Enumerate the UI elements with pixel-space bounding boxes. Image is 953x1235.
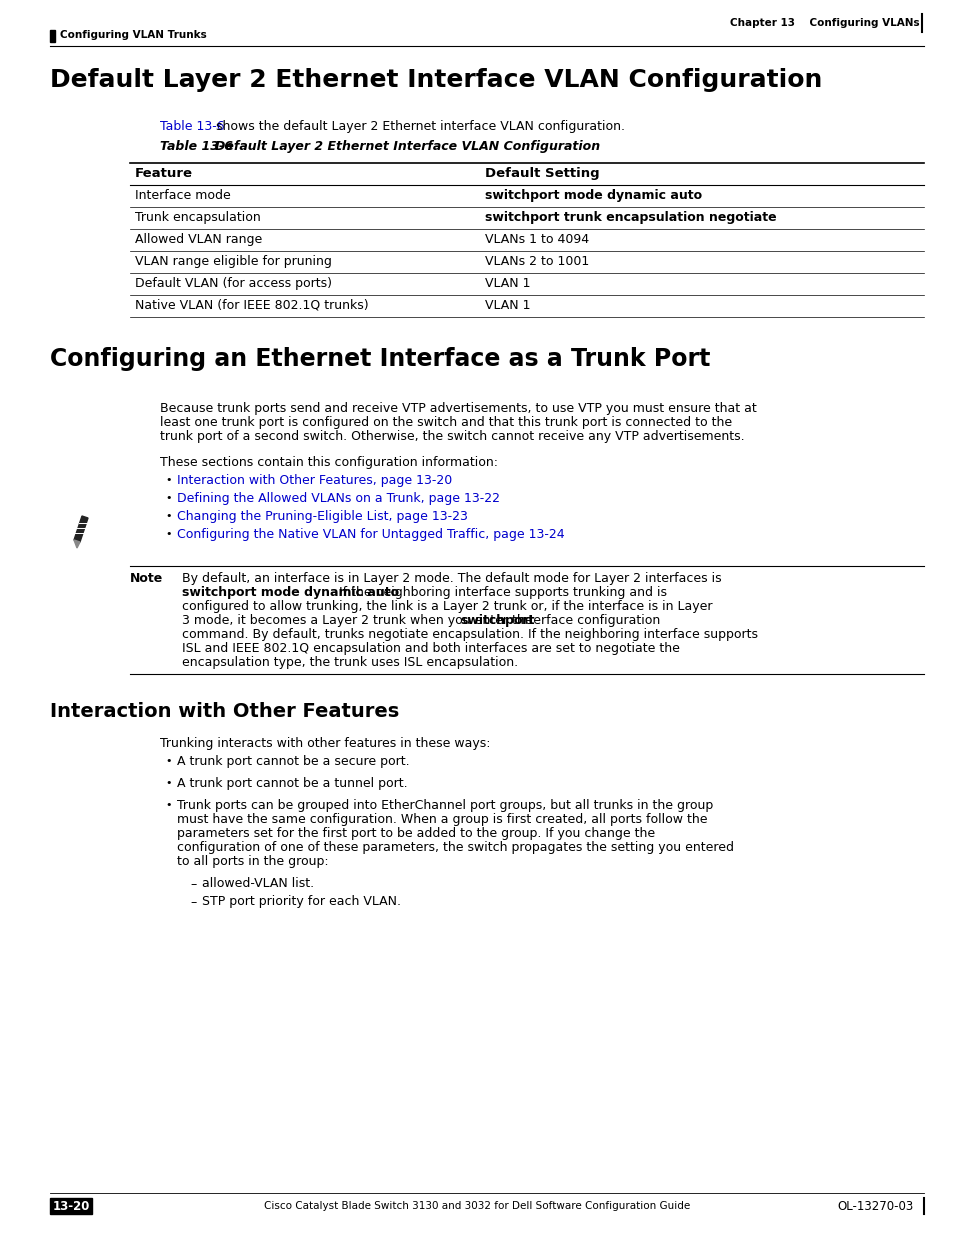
Text: . If the neighboring interface supports trunking and is: . If the neighboring interface supports … (331, 585, 667, 599)
Text: Table 13-6: Table 13-6 (160, 120, 224, 133)
Text: OL-13270-03: OL-13270-03 (837, 1199, 913, 1213)
Text: Default VLAN (for access ports): Default VLAN (for access ports) (135, 277, 332, 290)
Text: VLAN 1: VLAN 1 (484, 277, 530, 290)
Text: switchport mode dynamic auto: switchport mode dynamic auto (484, 189, 701, 203)
Text: •: • (165, 529, 172, 538)
Text: ISL and IEEE 802.1Q encapsulation and both interfaces are set to negotiate the: ISL and IEEE 802.1Q encapsulation and bo… (182, 642, 679, 655)
Text: 13-20: 13-20 (52, 1199, 90, 1213)
Text: VLANs 1 to 4094: VLANs 1 to 4094 (484, 233, 589, 246)
Text: STP port priority for each VLAN.: STP port priority for each VLAN. (202, 895, 400, 908)
Text: •: • (165, 493, 172, 503)
Text: •: • (165, 756, 172, 766)
Text: configuration of one of these parameters, the switch propagates the setting you : configuration of one of these parameters… (177, 841, 733, 853)
Text: Because trunk ports send and receive VTP advertisements, to use VTP you must ens: Because trunk ports send and receive VTP… (160, 403, 756, 415)
Text: Changing the Pruning-Eligible List, page 13-23: Changing the Pruning-Eligible List, page… (177, 510, 467, 522)
Text: Configuring VLAN Trunks: Configuring VLAN Trunks (60, 30, 207, 40)
Text: to all ports in the group:: to all ports in the group: (177, 855, 328, 868)
Text: •: • (165, 511, 172, 521)
Text: •: • (165, 778, 172, 788)
Text: VLAN 1: VLAN 1 (484, 299, 530, 312)
Text: Interaction with Other Features, page 13-20: Interaction with Other Features, page 13… (177, 474, 452, 487)
Text: shows the default Layer 2 Ethernet interface VLAN configuration.: shows the default Layer 2 Ethernet inter… (212, 120, 624, 133)
Text: Default Setting: Default Setting (484, 167, 599, 180)
Text: allowed-VLAN list.: allowed-VLAN list. (202, 877, 314, 890)
Text: Native VLAN (for IEEE 802.1Q trunks): Native VLAN (for IEEE 802.1Q trunks) (135, 299, 368, 312)
Text: trunk port of a second switch. Otherwise, the switch cannot receive any VTP adve: trunk port of a second switch. Otherwise… (160, 430, 744, 443)
Text: Note: Note (130, 572, 163, 585)
Text: Table 13-6: Table 13-6 (160, 140, 233, 153)
Text: Configuring the Native VLAN for Untagged Traffic, page 13-24: Configuring the Native VLAN for Untagged… (177, 529, 564, 541)
Text: configured to allow trunking, the link is a Layer 2 trunk or, if the interface i: configured to allow trunking, the link i… (182, 600, 712, 613)
Polygon shape (74, 516, 88, 542)
Bar (50, 30, 55, 42)
Text: VLAN range eligible for pruning: VLAN range eligible for pruning (135, 254, 332, 268)
Text: switchport trunk encapsulation negotiate: switchport trunk encapsulation negotiate (484, 211, 776, 224)
Text: 3 mode, it becomes a Layer 2 trunk when you enter the: 3 mode, it becomes a Layer 2 trunk when … (182, 614, 532, 627)
Text: These sections contain this configuration information:: These sections contain this configuratio… (160, 456, 497, 469)
Text: Allowed VLAN range: Allowed VLAN range (135, 233, 262, 246)
Text: Trunk encapsulation: Trunk encapsulation (135, 211, 260, 224)
Text: switchport mode dynamic auto: switchport mode dynamic auto (182, 585, 398, 599)
Text: Interaction with Other Features: Interaction with Other Features (50, 701, 399, 721)
Text: Trunking interacts with other features in these ways:: Trunking interacts with other features i… (160, 737, 490, 750)
Text: Defining the Allowed VLANs on a Trunk, page 13-22: Defining the Allowed VLANs on a Trunk, p… (177, 492, 499, 505)
Text: •: • (165, 475, 172, 485)
Polygon shape (74, 540, 80, 548)
Text: By default, an interface is in Layer 2 mode. The default mode for Layer 2 interf: By default, an interface is in Layer 2 m… (182, 572, 720, 585)
Text: A trunk port cannot be a tunnel port.: A trunk port cannot be a tunnel port. (177, 777, 407, 790)
Text: Configuring an Ethernet Interface as a Trunk Port: Configuring an Ethernet Interface as a T… (50, 347, 710, 370)
Bar (50, 1198, 91, 1214)
Text: interface configuration: interface configuration (517, 614, 659, 627)
Text: parameters set for the first port to be added to the group. If you change the: parameters set for the first port to be … (177, 827, 655, 840)
Text: Cisco Catalyst Blade Switch 3130 and 3032 for Dell Software Configuration Guide: Cisco Catalyst Blade Switch 3130 and 303… (264, 1200, 689, 1212)
Text: Default Layer 2 Ethernet Interface VLAN Configuration: Default Layer 2 Ethernet Interface VLAN … (214, 140, 599, 153)
Text: •: • (165, 800, 172, 810)
Text: A trunk port cannot be a secure port.: A trunk port cannot be a secure port. (177, 755, 409, 768)
Text: command. By default, trunks negotiate encapsulation. If the neighboring interfac: command. By default, trunks negotiate en… (182, 629, 758, 641)
Text: Interface mode: Interface mode (135, 189, 231, 203)
Text: switchport: switchport (459, 614, 534, 627)
Text: VLANs 2 to 1001: VLANs 2 to 1001 (484, 254, 589, 268)
Text: encapsulation type, the trunk uses ISL encapsulation.: encapsulation type, the trunk uses ISL e… (182, 656, 517, 669)
Text: –: – (190, 878, 196, 890)
Text: Chapter 13    Configuring VLANs: Chapter 13 Configuring VLANs (730, 19, 919, 28)
Text: –: – (190, 897, 196, 909)
Text: least one trunk port is configured on the switch and that this trunk port is con: least one trunk port is configured on th… (160, 416, 731, 429)
Text: must have the same configuration. When a group is first created, all ports follo: must have the same configuration. When a… (177, 813, 707, 826)
Text: Feature: Feature (135, 167, 193, 180)
Text: Trunk ports can be grouped into EtherChannel port groups, but all trunks in the : Trunk ports can be grouped into EtherCha… (177, 799, 713, 811)
Text: Default Layer 2 Ethernet Interface VLAN Configuration: Default Layer 2 Ethernet Interface VLAN … (50, 68, 821, 91)
